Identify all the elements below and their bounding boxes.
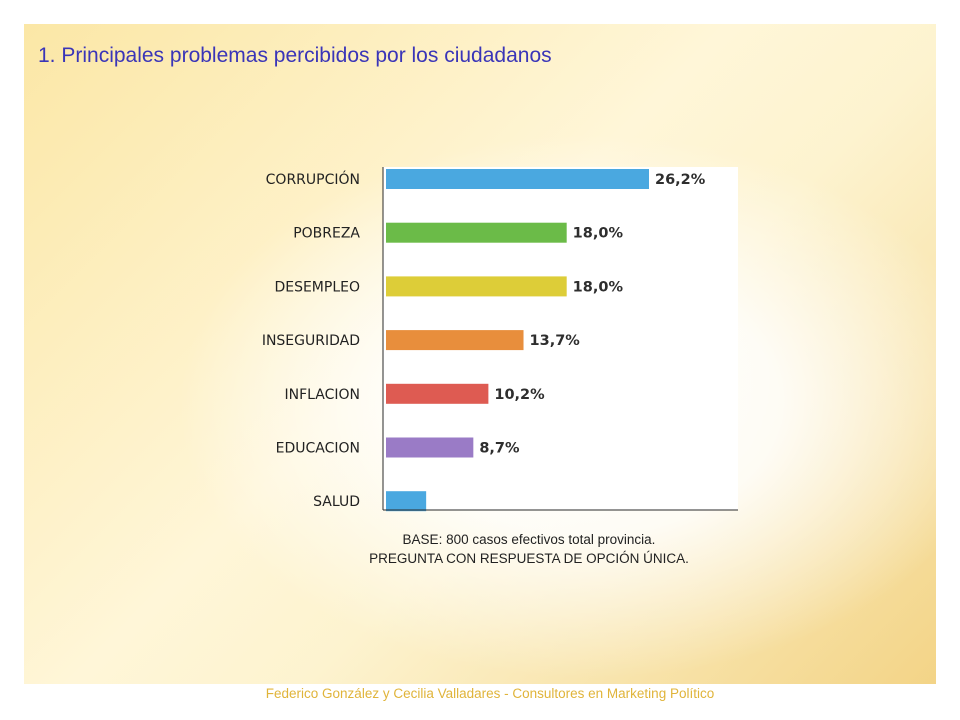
bar	[386, 222, 567, 243]
bar-value-label: 18,0%	[573, 226, 624, 242]
bar-value-label: 13,7%	[530, 333, 581, 349]
page-title: 1. Principales problemas percibidos por …	[38, 44, 552, 67]
category-labels: CORRUPCIÓN POBREZA DESEMPLEO INSEGURIDAD INF…	[262, 170, 361, 510]
bar-value-label: 8,7%	[479, 441, 520, 457]
note-question: PREGUNTA CON RESPUESTA DE OPCIÓN ÚNICA.	[369, 551, 689, 566]
category-label: CORRUPCIÓN	[266, 170, 360, 188]
category-label: POBREZA	[293, 226, 360, 242]
bar	[386, 276, 567, 297]
category-label: INFLACION	[284, 387, 360, 403]
value-labels: 26,2% 18,0% 18,0% 13,7% 10,2% 8,7%	[479, 172, 705, 457]
bar-value-label: 18,0%	[573, 279, 624, 295]
bar	[386, 491, 427, 512]
slide-background: 1. Principales problemas percibidos por …	[24, 24, 936, 684]
bar	[386, 383, 489, 404]
category-label: INSEGURIDAD	[262, 333, 360, 349]
footer-credit: Federico González y Cecilia Valladares -…	[265, 686, 715, 701]
bars	[386, 169, 649, 512]
chart-note: BASE: 800 casos efectivos total provinci…	[284, 530, 774, 568]
bar	[386, 437, 474, 458]
bar-chart: CORRUPCIÓN POBREZA DESEMPLEO INSEGURIDAD INF…	[262, 167, 738, 512]
category-label: SALUD	[313, 494, 360, 510]
bar-value-label: 10,2%	[494, 387, 545, 403]
bar-value-label: 26,2%	[655, 172, 706, 188]
category-label: DESEMPLEO	[274, 279, 360, 295]
bar	[386, 169, 649, 189]
bar	[386, 330, 524, 351]
note-base: BASE: 800 casos efectivos total provinci…	[402, 532, 656, 547]
category-label: EDUCACION	[276, 441, 360, 457]
